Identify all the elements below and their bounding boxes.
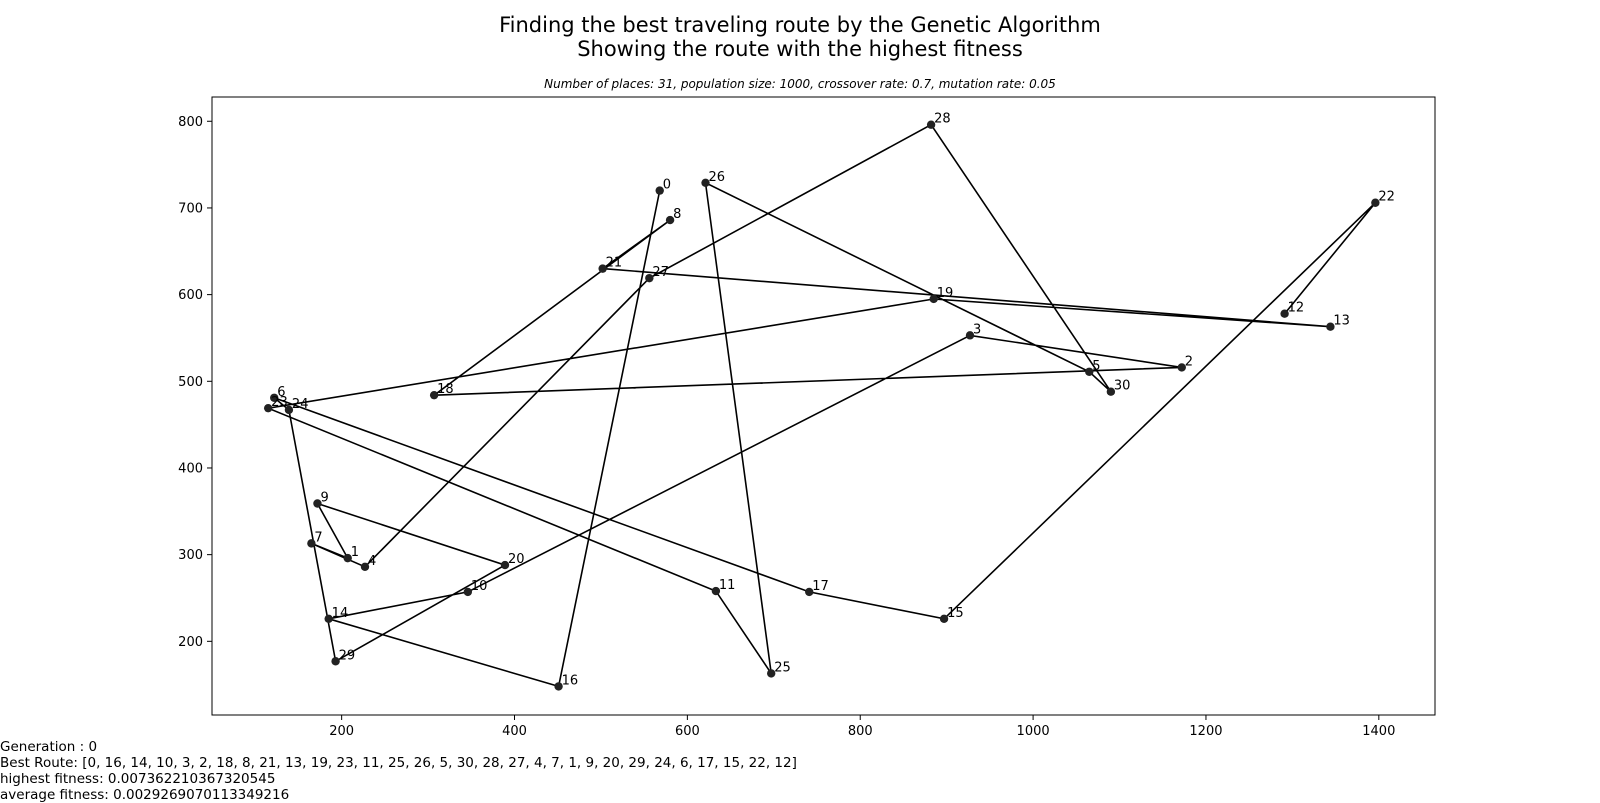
place-point [429, 390, 439, 400]
place-point [665, 215, 675, 225]
place-point [1177, 363, 1186, 372]
place-label: 10 [471, 579, 488, 594]
place-label: 26 [709, 170, 726, 185]
place-point [331, 657, 340, 666]
place-label: 23 [271, 395, 288, 410]
chart-subtitle: Number of places: 31, population size: 1… [544, 77, 1056, 91]
generation-label: Generation : 0 [0, 739, 98, 755]
place-point [767, 669, 776, 678]
place-point [1106, 387, 1116, 396]
y-tick-label: 400 [178, 461, 203, 476]
place-label: 4 [368, 554, 376, 569]
place-point [307, 539, 316, 548]
place-label: 21 [606, 256, 623, 271]
x-tick-label: 400 [502, 724, 527, 739]
x-tick-label: 1400 [1362, 724, 1395, 739]
x-tick-label: 1000 [1017, 724, 1050, 739]
y-tick-label: 700 [178, 201, 203, 216]
place-label: 9 [320, 491, 328, 506]
place-label: 14 [332, 606, 349, 621]
place-label: 8 [673, 207, 681, 222]
place-label: 22 [1378, 190, 1395, 205]
place-point [701, 178, 710, 188]
place-point [463, 587, 473, 597]
place-label: 18 [437, 382, 454, 397]
place-point [1371, 198, 1380, 207]
place-point [926, 120, 936, 129]
place-label: 25 [774, 660, 791, 675]
best-route-label: Best Route: [0, 16, 14, 10, 3, 2, 18, 8,… [0, 755, 797, 771]
place-label: 1 [351, 545, 359, 560]
place-label: 24 [292, 397, 309, 412]
place-point [805, 587, 814, 597]
place-label: 30 [1114, 379, 1131, 394]
place-point [360, 562, 370, 571]
place-label: 12 [1288, 301, 1305, 316]
y-tick-label: 500 [178, 375, 203, 390]
place-label: 5 [1092, 359, 1100, 374]
highest-fitness-label: highest fitness: 0.007362210367320545 [0, 771, 276, 787]
place-label: 11 [719, 578, 736, 593]
x-tick-label: 1200 [1189, 724, 1222, 739]
place-label: 0 [663, 178, 671, 193]
place-label: 6 [277, 385, 285, 400]
place-point [270, 393, 279, 402]
place-label: 3 [973, 322, 981, 337]
place-label: 13 [1333, 314, 1350, 329]
place-point [554, 682, 563, 691]
place-point [965, 331, 975, 340]
place-point [1280, 309, 1289, 318]
place-point [598, 264, 607, 273]
place-label: 15 [947, 606, 964, 621]
y-tick-label: 800 [178, 115, 203, 130]
x-tick-label: 800 [848, 724, 873, 739]
place-point [1326, 322, 1335, 331]
place-point [939, 614, 949, 623]
plot-frame [211, 96, 1436, 716]
chart-title-line2: Showing the route with the highest fitne… [577, 37, 1023, 61]
place-label: 29 [339, 648, 356, 663]
place-point [284, 405, 294, 415]
place-point [500, 560, 510, 570]
place-label: 2 [1185, 354, 1193, 369]
y-tick-label: 200 [178, 635, 203, 650]
place-label: 17 [812, 579, 829, 594]
place-point [1085, 367, 1094, 376]
place-point [711, 586, 721, 596]
place-label: 19 [937, 286, 954, 301]
y-tick-label: 600 [178, 288, 203, 303]
average-fitness-label: average fitness: 0.0029269070113349216 [0, 787, 290, 803]
place-point [929, 294, 938, 304]
place-point [263, 403, 273, 413]
x-tick-label: 600 [675, 724, 700, 739]
y-tick-label: 300 [178, 548, 203, 563]
x-tick-label: 200 [329, 724, 354, 739]
chart-title: Finding the best traveling route by the … [499, 13, 1101, 37]
place-point [645, 273, 654, 283]
place-point [343, 553, 352, 563]
place-label: 16 [562, 673, 579, 688]
place-label: 7 [314, 530, 322, 545]
place-point [324, 614, 333, 623]
place-label: 27 [652, 265, 669, 280]
place-point [655, 186, 664, 195]
place-point [313, 499, 322, 508]
place-label: 28 [934, 112, 951, 127]
route-line [265, 123, 1377, 688]
place-label: 20 [508, 552, 525, 567]
